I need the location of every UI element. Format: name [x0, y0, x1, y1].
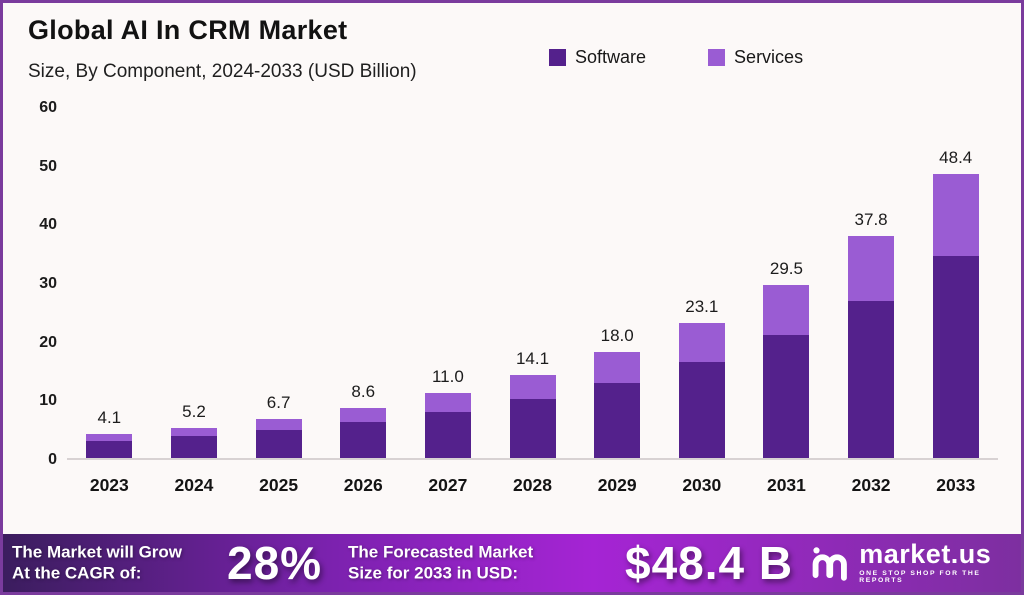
software-swatch-icon — [549, 49, 566, 66]
legend-item-software: Software — [549, 47, 646, 68]
brand-tagline: ONE STOP SHOP FOR THE REPORTS — [859, 570, 981, 584]
cagr-caption-line1: The Market will Grow — [12, 542, 183, 562]
x-axis-label-2031: 2031 — [766, 475, 806, 495]
bar-total-label: 37.8 — [854, 210, 888, 230]
bar-segment-services — [424, 393, 471, 413]
x-axis-label-2027: 2027 — [428, 475, 468, 495]
x-axis-label-2030: 2030 — [682, 475, 722, 495]
bar-segment-services — [86, 433, 133, 441]
page-subtitle: Size, By Component, 2024-2033 (USD Billi… — [28, 61, 417, 82]
bar-segment-software — [594, 382, 641, 458]
bar-total-label: 5.2 — [182, 401, 206, 421]
brand-logo: market.us ONE STOP SHOP FOR THE REPORTS — [811, 541, 1021, 585]
bar-total-label: 11.0 — [431, 367, 464, 387]
bar-column-2025: 6.7 — [236, 108, 321, 458]
bar-segment-software — [848, 300, 895, 458]
bar-segment-software — [424, 412, 471, 458]
bar-segment-software — [255, 429, 302, 458]
bar-column-2024: 5.2 — [152, 108, 237, 458]
bar-column-2023: 4.1 — [67, 108, 152, 458]
cagr-caption-line2: At the CAGR of: — [12, 563, 142, 582]
bar-total-label: 23.1 — [685, 296, 719, 316]
bar-segment-services — [255, 418, 302, 430]
brand-name: market.us — [859, 539, 992, 570]
bar-column-2029: 18.0 — [575, 108, 660, 458]
x-axis-label-2024: 2024 — [174, 475, 214, 495]
brand-text: market.us ONE STOP SHOP FOR THE REPORTS — [859, 541, 1021, 585]
bar-total-label: 8.6 — [351, 381, 376, 401]
forecast-caption-line1: The Forecasted Market — [348, 542, 534, 562]
x-axis-label-2029: 2029 — [597, 475, 637, 495]
bar-segment-software — [86, 441, 133, 458]
bar-segment-services — [932, 174, 979, 257]
footer-banner: The Market will Grow At the CAGR of: 28%… — [3, 534, 1021, 592]
bar-segment-software — [509, 399, 556, 458]
forecast-caption: The Forecasted Market Size for 2033 in U… — [348, 542, 533, 583]
bar-segment-software — [932, 256, 979, 458]
cagr-caption: The Market will Grow At the CAGR of: — [12, 542, 182, 583]
bar-segment-services — [340, 407, 387, 423]
bar-segment-services — [678, 322, 725, 362]
bar-total-label: 29.5 — [769, 258, 803, 278]
forecast-value: $48.4 B — [625, 537, 794, 589]
x-axis-label-2028: 2028 — [513, 475, 552, 495]
x-axis-label-2026: 2026 — [343, 475, 383, 495]
x-axis-label-2023: 2023 — [89, 475, 129, 495]
x-axis-label-2025: 2025 — [259, 475, 299, 495]
bar-total-label: 18.0 — [600, 326, 634, 346]
bar-column-2031: 29.5 — [744, 108, 829, 458]
bar-segment-services — [594, 352, 641, 383]
bar-segment-software — [763, 335, 810, 458]
bar-total-label: 48.4 — [939, 148, 973, 168]
services-swatch-icon — [708, 49, 726, 66]
bar-segment-software — [678, 361, 725, 458]
bar-column-2030: 23.1 — [659, 108, 744, 458]
bar-segment-services — [170, 427, 217, 437]
page-title: Global AI In CRM Market — [28, 15, 348, 45]
x-axis-label-2032: 2032 — [851, 475, 891, 495]
bar-column-2026: 8.6 — [321, 108, 406, 458]
y-tick-label: 60 — [39, 99, 57, 116]
marketus-logo-icon — [812, 547, 847, 581]
x-axis-label-2033: 2033 — [936, 475, 976, 495]
legend-label-services: Services — [734, 47, 804, 67]
y-tick-label: 30 — [39, 275, 57, 292]
bar-column-2027: 11.0 — [406, 108, 491, 458]
y-tick-label: 20 — [39, 333, 57, 351]
y-tick-label: 50 — [39, 157, 57, 175]
forecast-caption-line2: Size for 2033 in USD: — [348, 563, 519, 582]
bar-segment-software — [170, 436, 217, 458]
legend-item-services: Services — [708, 47, 803, 68]
plot-area: 4.1 5.2 6.7 8.6 11.0 14.1 18.0 23.1 29.5 37.8 48.4 — [67, 108, 998, 460]
bar-column-2033: 48.4 — [913, 108, 998, 458]
y-tick-label: 40 — [39, 216, 57, 234]
cagr-value: 28% — [227, 537, 323, 589]
legend-label-software: Software — [575, 47, 647, 67]
bar-total-label: 14.1 — [515, 349, 550, 369]
bar-segment-services — [763, 284, 810, 336]
bar-segment-services — [509, 375, 556, 400]
y-tick-label: 0 — [48, 451, 57, 468]
x-axis: 2023 2024 2025 2026 2027 2028 2029 2030 2031 2032… — [67, 475, 998, 496]
bar-total-label: 4.1 — [97, 407, 122, 427]
chart-legend: Software Services — [549, 47, 803, 68]
bar-column-2028: 14.1 — [490, 108, 575, 458]
bar-column-2032: 37.8 — [829, 108, 914, 458]
bar-segment-software — [340, 422, 387, 458]
bar-segment-services — [848, 236, 895, 301]
bar-total-label: 6.7 — [266, 392, 291, 412]
y-tick-label: 10 — [39, 392, 57, 410]
